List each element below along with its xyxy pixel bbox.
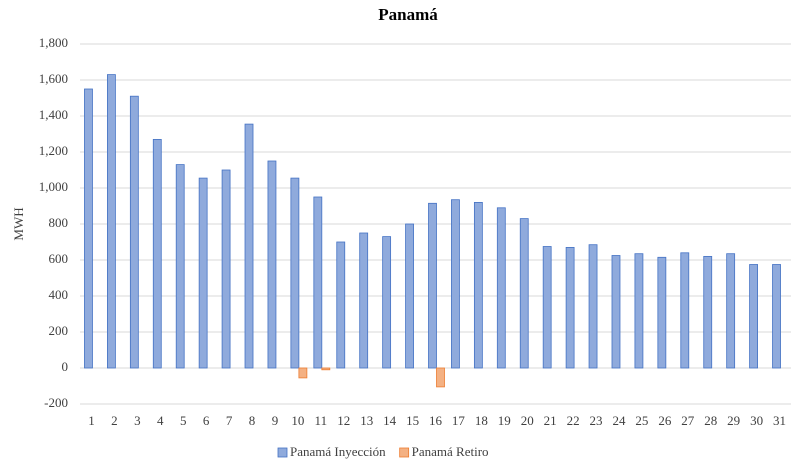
x-tick-label: 8 (249, 413, 256, 428)
x-tick-label: 23 (590, 413, 603, 428)
bar (152, 138, 162, 369)
bar (519, 218, 529, 369)
x-tick-label: 14 (383, 413, 397, 428)
x-tick-label: 27 (681, 413, 695, 428)
y-tick-label: 0 (62, 359, 69, 374)
bar (588, 244, 598, 369)
bar (290, 177, 300, 369)
x-tick-label: 28 (704, 413, 717, 428)
bar (359, 232, 369, 369)
bar (611, 255, 621, 369)
y-tick-label: 400 (49, 287, 69, 302)
x-tick-label: 20 (521, 413, 534, 428)
bar (428, 202, 437, 369)
bar (542, 246, 552, 369)
bar (267, 160, 277, 369)
x-tick-label: 26 (658, 413, 672, 428)
x-tick-label: 10 (291, 413, 304, 428)
bar (84, 88, 93, 369)
legend-swatch (277, 447, 288, 458)
bar (451, 199, 460, 369)
y-tick-label: -200 (44, 395, 68, 410)
x-tick-label: 30 (750, 413, 763, 428)
x-tick-label: 4 (157, 413, 164, 428)
x-tick-label: 9 (272, 413, 279, 428)
bar (703, 255, 713, 369)
x-tick-label: 16 (429, 413, 443, 428)
x-tick-label: 11 (315, 413, 328, 428)
bar (680, 252, 690, 369)
x-tick-label: 12 (337, 413, 350, 428)
bar (198, 177, 208, 369)
bar (175, 164, 185, 369)
x-tick-label: 19 (498, 413, 511, 428)
bar (436, 367, 445, 388)
bar (496, 207, 506, 369)
bar (382, 236, 392, 369)
y-tick-label: 200 (49, 323, 69, 338)
bar (657, 256, 667, 369)
bar (221, 169, 231, 369)
bar (313, 196, 323, 369)
x-tick-label: 21 (544, 413, 557, 428)
y-tick-label: 1,200 (39, 143, 68, 158)
y-tick-label: 800 (49, 215, 69, 230)
bar (129, 95, 139, 369)
y-axis-label: MWH (11, 207, 26, 240)
bar (107, 74, 116, 369)
bar (321, 367, 331, 371)
bar (726, 253, 736, 369)
y-tick-label: 1,800 (39, 35, 68, 50)
x-tick-label: 15 (406, 413, 419, 428)
bar (749, 264, 758, 369)
x-tick-label: 25 (635, 413, 648, 428)
chart-title: Panamá (378, 5, 438, 24)
y-tick-label: 600 (49, 251, 69, 266)
y-tick-label: 1,600 (39, 71, 68, 86)
bar (336, 241, 346, 369)
x-tick-label: 7 (226, 413, 233, 428)
x-tick-label: 29 (727, 413, 740, 428)
x-tick-label: 18 (475, 413, 488, 428)
bar (298, 367, 308, 379)
bar (634, 253, 644, 369)
bar (565, 246, 575, 369)
x-tick-label: 6 (203, 413, 210, 428)
x-tick-label: 5 (180, 413, 187, 428)
x-tick-label: 1 (88, 413, 95, 428)
x-tick-label: 13 (360, 413, 373, 428)
legend-label: Panamá Retiro (412, 444, 489, 459)
x-tick-label: 3 (134, 413, 141, 428)
y-tick-label: 1,000 (39, 179, 68, 194)
legend-swatch (399, 447, 410, 458)
bar (772, 264, 781, 369)
x-tick-label: 24 (612, 413, 626, 428)
y-tick-label: 1,400 (39, 107, 68, 122)
bar (244, 123, 254, 369)
bar (405, 223, 414, 369)
legend-label: Panamá Inyección (290, 444, 386, 459)
x-tick-label: 31 (773, 413, 786, 428)
x-tick-label: 17 (452, 413, 466, 428)
bar (473, 201, 483, 369)
x-tick-label: 22 (567, 413, 580, 428)
x-tick-label: 2 (111, 413, 118, 428)
